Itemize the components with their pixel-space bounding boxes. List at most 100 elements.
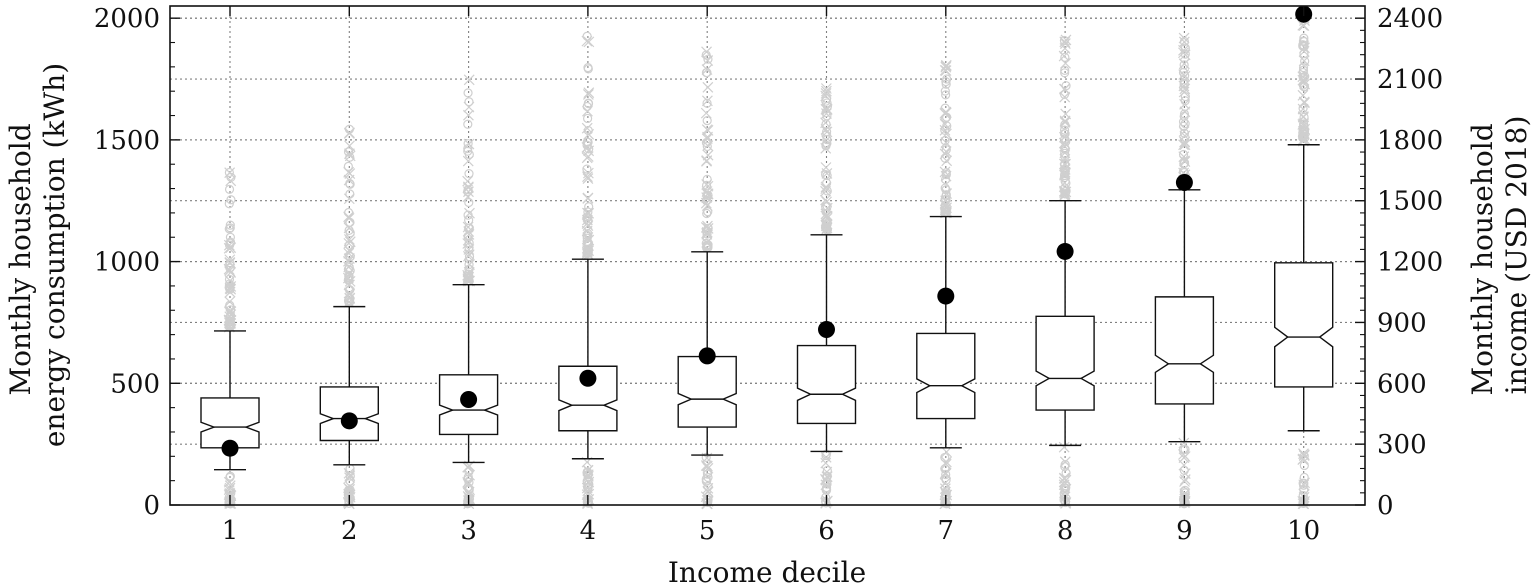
outlier-x-marker: [941, 446, 952, 458]
left-y-tick-label: 2000: [94, 4, 160, 34]
outlier-x-marker: [1058, 185, 1070, 197]
outlier-o-marker: [582, 236, 592, 246]
outlier-o-marker: [1299, 33, 1309, 43]
outlier-o-marker: [1059, 171, 1070, 181]
outlier-x-marker: [463, 226, 475, 237]
outlier-o-marker: [1298, 65, 1309, 75]
outlier-x-marker: [940, 458, 952, 470]
outlier-o-marker: [463, 474, 473, 484]
income-point-marker: [698, 347, 716, 365]
outlier-x-marker: [344, 127, 355, 139]
outlier-x-marker: [700, 107, 712, 119]
outlier-o-marker: [1059, 35, 1070, 46]
outlier-o-marker: [1059, 129, 1070, 139]
outlier-x-marker: [701, 95, 713, 107]
outlier-o-marker: [822, 201, 832, 211]
outlier-x-marker: [1059, 140, 1071, 152]
outlier-o-marker: [1060, 120, 1070, 130]
outlier-o-marker: [940, 153, 950, 163]
outlier-x-marker: [224, 487, 236, 499]
outlier-o-marker: [702, 98, 712, 108]
axis-ticks: [170, 5, 1365, 506]
outlier-o-marker: [464, 197, 474, 208]
outlier-x-marker: [702, 149, 714, 161]
outlier-o-marker: [822, 465, 832, 476]
outlier-o-marker: [1060, 148, 1070, 158]
outlier-x-marker: [1297, 111, 1309, 123]
outlier-o-marker: [1178, 121, 1189, 131]
outlier-x-marker: [463, 228, 475, 240]
outlier-o-marker: [464, 238, 474, 248]
x-tick-label: 5: [699, 516, 716, 546]
outlier-o-marker: [344, 273, 354, 283]
outlier-o-marker: [583, 469, 593, 480]
outlier-x-marker: [1179, 155, 1190, 167]
outlier-x-marker: [344, 470, 356, 482]
outlier-x-marker: [1178, 58, 1190, 70]
outlier-o-marker: [463, 88, 473, 98]
outlier-o-marker: [464, 260, 474, 270]
outlier-x-marker: [582, 207, 593, 219]
outlier-o-marker: [821, 130, 831, 140]
income-point-marker: [340, 412, 358, 430]
outlier-o-marker: [940, 136, 950, 146]
outlier-o-marker: [225, 300, 235, 310]
outlier-x-marker: [583, 87, 595, 99]
outlier-o-marker: [225, 472, 235, 482]
outlier-o-marker: [1299, 112, 1309, 122]
outlier-o-marker: [942, 74, 952, 84]
outlier-o-marker: [940, 494, 950, 504]
outlier-o-marker: [226, 498, 236, 508]
outlier-o-marker: [1180, 488, 1190, 498]
outlier-x-marker: [701, 192, 713, 203]
outlier-x-marker: [702, 188, 713, 200]
outlier-o-marker: [464, 485, 474, 495]
outlier-x-marker: [1179, 139, 1191, 151]
notched-box: [1154, 296, 1215, 405]
right-y-axis-title: Monthly household income (USD 2018): [1466, 114, 1533, 395]
outlier-o-marker: [703, 472, 713, 483]
outlier-o-marker: [582, 137, 592, 147]
left-y-tick-label: 1500: [94, 126, 160, 156]
outlier-x-marker: [1178, 47, 1189, 59]
outlier-x-marker: [1297, 89, 1309, 101]
outlier-x-marker: [701, 124, 713, 136]
outlier-x-marker: [344, 279, 355, 291]
outlier-o-marker: [464, 97, 474, 107]
outlier-o-marker: [463, 210, 473, 220]
income-point-marker: [937, 287, 955, 305]
outlier-x-marker: [701, 236, 713, 248]
outlier-o-marker: [225, 232, 235, 242]
outlier-x-marker: [343, 222, 355, 234]
outlier-o-marker: [583, 216, 593, 226]
outlier-o-marker: [1059, 125, 1070, 135]
outlier-x-marker: [462, 191, 474, 203]
outlier-x-marker: [583, 145, 595, 157]
outlier-x-marker: [343, 253, 355, 264]
x-tick-label: 2: [341, 516, 358, 546]
outlier-x-marker: [581, 482, 593, 494]
outlier-x-marker: [582, 89, 594, 100]
outlier-o-marker: [1180, 119, 1190, 129]
outlier-o-marker: [1299, 42, 1309, 52]
outlier-x-marker: [1178, 459, 1190, 471]
outlier-o-marker: [821, 96, 831, 106]
outlier-x-marker: [583, 36, 595, 48]
outlier-o-marker: [343, 489, 353, 500]
outlier-x-marker: [225, 175, 237, 187]
outlier-x-marker: [1060, 108, 1072, 120]
outlier-o-marker: [1179, 158, 1190, 168]
outlier-o-marker: [582, 482, 593, 492]
outlier-x-marker: [1060, 57, 1071, 69]
outlier-x-marker: [583, 207, 595, 219]
outlier-o-marker: [226, 195, 236, 205]
outlier-o-marker: [343, 296, 354, 306]
outlier-x-marker: [463, 74, 475, 86]
outlier-o-marker: [224, 199, 234, 209]
outlier-x-marker: [1298, 450, 1310, 462]
outlier-o-marker: [702, 208, 712, 219]
notched-box: [200, 397, 260, 449]
outlier-o-marker: [940, 498, 950, 508]
outlier-o-marker: [702, 190, 712, 200]
